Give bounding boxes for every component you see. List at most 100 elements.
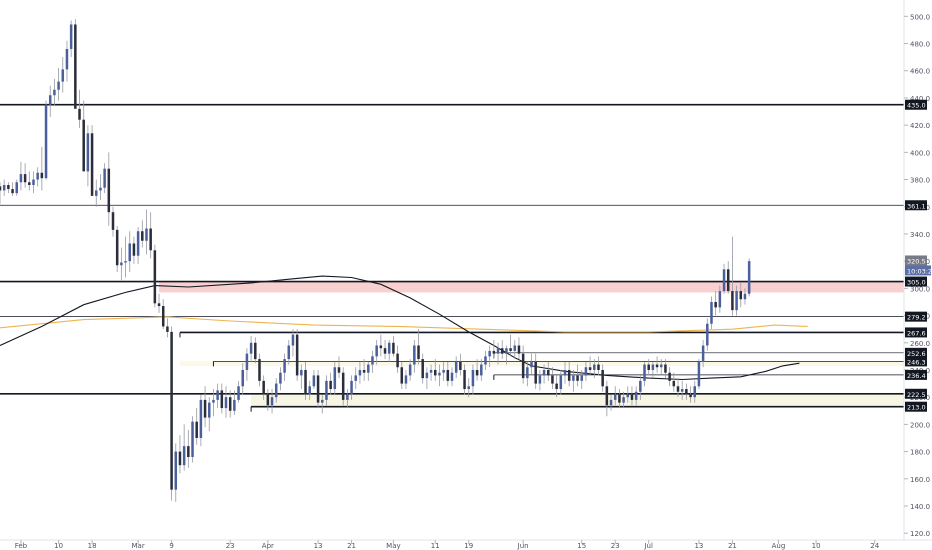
candle-up[interactable] [333,367,337,390]
candle-down[interactable] [0,186,2,191]
candle-up[interactable] [371,356,374,365]
candle-down[interactable] [726,269,730,292]
candle-down[interactable] [417,345,420,360]
candle-down[interactable] [392,342,395,354]
candle-up[interactable] [174,451,178,490]
candle-up[interactable] [609,399,613,406]
candle-down[interactable] [166,326,169,332]
candle-down[interactable] [672,380,676,387]
candle-up[interactable] [580,375,583,381]
candle-up[interactable] [283,359,286,373]
candle-up[interactable] [542,369,546,376]
candle-up[interactable] [2,184,6,191]
candle-down[interactable] [262,380,265,395]
candle-down[interactable] [341,372,345,400]
candle-down[interactable] [40,172,44,179]
candle-up[interactable] [505,348,508,354]
candle-up[interactable] [613,394,617,400]
candle-down[interactable] [601,369,604,387]
candle-down[interactable] [187,446,190,458]
candle-up[interactable] [237,386,240,400]
candle-down[interactable] [11,189,14,194]
candle-up[interactable] [693,386,696,398]
candle-up[interactable] [354,375,357,381]
candle-down[interactable] [304,369,307,395]
candle-down[interactable] [362,369,366,373]
candle-up[interactable] [69,24,73,49]
candle-up[interactable] [245,353,249,370]
candle-up[interactable] [722,269,726,292]
candle-up[interactable] [572,375,575,381]
candle-up[interactable] [484,356,487,365]
candle-up[interactable] [212,399,215,403]
candle-down[interactable] [203,399,207,418]
candle-up[interactable] [680,389,684,392]
candle-down[interactable] [7,184,10,190]
candle-up[interactable] [584,367,588,376]
candle-down[interactable] [588,367,592,370]
candle-down[interactable] [107,168,111,213]
candle-down[interactable] [329,380,332,390]
candle-up[interactable] [643,364,646,381]
candle-up[interactable] [718,291,722,308]
candle-up[interactable] [32,179,35,185]
candle-up[interactable] [559,375,563,390]
candle-down[interactable] [23,174,27,183]
candle-up[interactable] [325,380,328,400]
candle-up[interactable] [233,399,236,411]
candle-up[interactable] [413,345,416,365]
candle-down[interactable] [149,228,152,251]
candle-down[interactable] [463,369,466,390]
candle-down[interactable] [421,359,424,379]
candle-up[interactable] [563,369,567,376]
candle-up[interactable] [593,364,596,370]
candle-up[interactable] [697,361,701,387]
candle-down[interactable] [551,375,554,384]
candle-up[interactable] [57,81,60,90]
candle-down[interactable] [170,331,173,490]
candle-up[interactable] [321,399,324,403]
candle-up[interactable] [95,190,98,196]
candle-down[interactable] [295,334,299,376]
candle-down[interactable] [195,421,198,438]
candle-down[interactable] [434,369,437,376]
candle-up[interactable] [270,397,274,406]
candle-up[interactable] [99,187,102,191]
candle-up[interactable] [249,342,253,354]
candle-down[interactable] [547,369,550,376]
candle-down[interactable] [597,364,600,370]
candle-down[interactable] [157,303,161,307]
candle-down[interactable] [605,386,609,406]
candle-up[interactable] [429,369,433,373]
candle-down[interactable] [664,364,667,373]
candle-down[interactable] [509,348,512,351]
candle-down[interactable] [82,119,85,172]
candle-down[interactable] [668,372,671,381]
candle-up[interactable] [44,104,48,179]
candle-up[interactable] [136,231,140,256]
candle-up[interactable] [743,293,747,300]
time-axis[interactable]: Feb 10 18 Mar 9 23 Apr 13 21 May 11 19 Jun 15 23 Jul 13 2… [15,540,880,550]
candle-down[interactable] [517,345,521,354]
candle-down[interactable] [555,383,558,390]
candle-up[interactable] [350,380,353,395]
candle-down[interactable] [153,250,157,304]
candle-up[interactable] [626,394,630,398]
candle-down[interactable] [396,353,399,368]
candle-up[interactable] [496,348,500,354]
candle-up[interactable] [216,390,219,400]
candle-up[interactable] [425,372,429,379]
candle-down[interactable] [228,397,232,411]
candle-down[interactable] [618,394,621,403]
price-axis[interactable]: 500.0480.0460.0440.0420.0400.0380.0360.0… [904,13,930,538]
candle-up[interactable] [191,421,194,458]
candle-up[interactable] [651,364,655,370]
candle-down[interactable] [90,133,94,196]
candle-up[interactable] [61,69,65,82]
candle-up[interactable] [208,402,211,418]
candle-down[interactable] [446,369,450,381]
candle-up[interactable] [438,372,441,376]
candle-down[interactable] [258,359,261,381]
candle-up[interactable] [634,391,638,400]
candle-down[interactable] [685,389,688,395]
